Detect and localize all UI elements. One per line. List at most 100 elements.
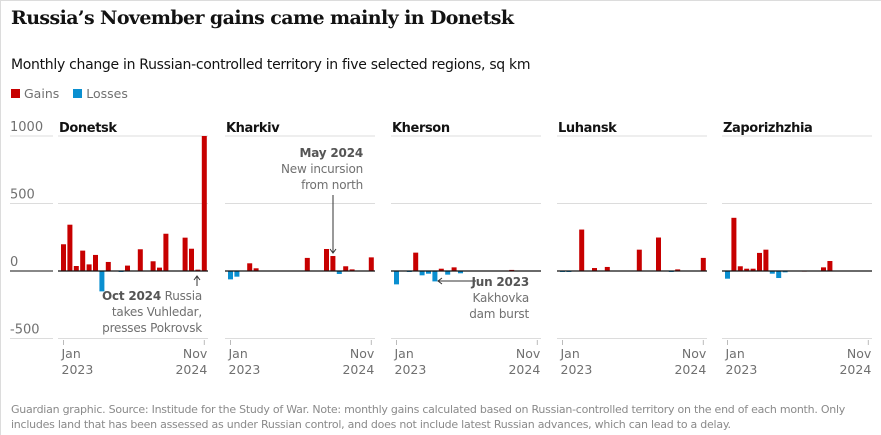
x-tick-label-month-zaporizhzhia: Jan — [725, 346, 745, 361]
frame-left-border — [0, 0, 1, 435]
legend-label-gains: Gains — [24, 86, 60, 101]
y-tick-label: -500 — [10, 323, 40, 338]
bar-kherson-may-2023 — [419, 271, 425, 276]
x-tick-label-year-zaporizhzhia: 2023 — [726, 362, 758, 377]
bar-zaporizhzhia-apr-2024 — [821, 267, 826, 271]
panel-title-zaporizhzhia: Zaporizhzhia — [723, 121, 812, 136]
x-tick-label-year-luhansk: 2023 — [561, 362, 593, 377]
bar-donetsk-jan-2024 — [137, 249, 143, 271]
annotation-kharkiv-line2: from north — [301, 178, 363, 192]
bar-donetsk-mar-2023 — [73, 266, 79, 271]
annotation-donetsk-line3: presses Pokrovsk — [102, 321, 202, 335]
x-tick-label-year-kherson: 2023 — [395, 362, 427, 377]
bar-kherson-sep-2023 — [445, 271, 451, 275]
legend-item-gains: Gains — [11, 86, 59, 101]
x-tick-label-month-kharkiv: Jan — [228, 346, 248, 361]
bar-donetsk-may-2024 — [163, 233, 169, 271]
bar-zaporizhzhia-may-2023 — [750, 268, 756, 271]
annotation-kherson-line2: dam burst — [469, 307, 529, 321]
bar-kharkiv-may-2024 — [330, 256, 336, 271]
panel-title-luhansk: Luhansk — [558, 121, 617, 136]
bar-donetsk-aug-2023 — [105, 261, 111, 271]
bar-kharkiv-jan-2024 — [304, 257, 310, 271]
bar-kherson-jan-2023 — [394, 271, 399, 285]
y-tick-label: 0 — [10, 255, 18, 270]
bar-kharkiv-apr-2023 — [247, 263, 253, 271]
bar-zaporizhzhia-mar-2023 — [737, 266, 743, 271]
bar-zaporizhzhia-jan-2023 — [725, 271, 730, 279]
annotation-arrowhead-kherson — [437, 277, 443, 285]
bar-kherson-aug-2023 — [438, 268, 444, 271]
annotation-donetsk-text: Russia — [164, 289, 203, 303]
frame-top-border — [0, 0, 881, 1]
annotation-kharkiv: May 2024 New incursion from north — [243, 145, 363, 193]
bar-zaporizhzhia-oct-2023 — [782, 271, 788, 273]
x-tick-label-year-luhansk: 2024 — [674, 362, 706, 377]
bar-zaporizhzhia-may-2024 — [827, 261, 833, 271]
annotation-arrowhead-donetsk — [193, 275, 201, 281]
bar-zaporizhzhia-jun-2023 — [757, 252, 762, 271]
bar-luhansk-jul-2024 — [675, 269, 681, 271]
annotation-kherson-text: Kakhovka — [472, 291, 529, 305]
bar-kharkiv-jan-2023 — [228, 271, 233, 280]
x-tick-label-month-donetsk: Nov — [183, 346, 208, 361]
bar-kharkiv-nov-2024 — [368, 257, 374, 271]
bar-kherson-jun-2023 — [426, 271, 431, 274]
annotation-arrowhead-kharkiv — [329, 248, 337, 254]
annotation-kharkiv-date: May 2024 — [299, 146, 364, 160]
bar-zaporizhzhia-jul-2023 — [763, 249, 769, 271]
x-tick-label-month-zaporizhzhia: Nov — [847, 346, 872, 361]
panel-title-kharkiv: Kharkiv — [226, 121, 280, 136]
x-tick-label-month-luhansk: Nov — [682, 346, 707, 361]
bar-kharkiv-aug-2024 — [349, 269, 355, 271]
bar-luhansk-apr-2023 — [579, 229, 585, 271]
bar-zaporizhzhia-feb-2023 — [731, 217, 737, 271]
bar-donetsk-apr-2024 — [157, 267, 162, 271]
x-tick-label-year-donetsk: 2023 — [62, 362, 94, 377]
bar-zaporizhzhia-aug-2023 — [769, 271, 775, 274]
bar-kherson-nov-2023 — [458, 271, 463, 274]
panel-title-kherson: Kherson — [392, 121, 450, 136]
x-tick-label-month-luhansk: Jan — [560, 346, 580, 361]
x-tick-label-year-zaporizhzhia: 2024 — [839, 362, 871, 377]
bar-luhansk-nov-2024 — [700, 257, 706, 271]
x-tick-label-month-kherson: Nov — [516, 346, 541, 361]
x-tick-label-month-kharkiv: Nov — [350, 346, 375, 361]
chart-subtitle: Monthly change in Russian-controlled ter… — [11, 57, 531, 73]
bar-kherson-apr-2023 — [413, 252, 419, 271]
legend: Gains Losses — [11, 86, 128, 101]
bar-kharkiv-jun-2024 — [336, 271, 342, 274]
x-tick-label-year-kharkiv: 2024 — [342, 362, 374, 377]
bar-donetsk-sep-2024 — [189, 248, 194, 271]
bar-donetsk-aug-2024 — [182, 237, 188, 271]
panel-title-donetsk: Donetsk — [59, 121, 117, 136]
bar-kherson-jul-2023 — [432, 271, 438, 282]
bar-donetsk-jul-2023 — [99, 271, 105, 292]
bar-zaporizhzhia-sep-2023 — [776, 271, 782, 279]
bar-kherson-oct-2023 — [451, 267, 457, 271]
annotation-donetsk-date: Oct 2024 — [101, 289, 161, 303]
bar-donetsk-apr-2023 — [80, 250, 86, 271]
bar-donetsk-mar-2024 — [150, 261, 156, 271]
bar-donetsk-jun-2023 — [93, 254, 98, 271]
bar-zaporizhzhia-apr-2023 — [744, 268, 750, 271]
x-tick-label-year-kharkiv: 2023 — [229, 362, 261, 377]
annotation-kherson: Jun 2023 Kakhovka dam burst — [430, 274, 529, 322]
x-tick-label-month-kherson: Jan — [394, 346, 414, 361]
bar-kharkiv-may-2023 — [253, 268, 259, 271]
y-tick-label: 500 — [10, 188, 35, 203]
footnote: Guardian graphic. Source: Institude for … — [11, 403, 846, 431]
small-multiples-chart: 10005000-500DonetskJan2023Nov2024Kharkiv… — [10, 120, 872, 377]
chart-title: Russia’s November gains came mainly in D… — [11, 7, 514, 29]
legend-label-losses: Losses — [86, 86, 128, 101]
bar-luhansk-jan-2024 — [636, 249, 642, 271]
bar-donetsk-feb-2023 — [67, 224, 73, 271]
x-tick-label-month-donetsk: Jan — [61, 346, 81, 361]
bar-luhansk-aug-2023 — [604, 266, 610, 271]
gains-swatch — [11, 89, 20, 98]
annotation-kherson-date: Jun 2023 — [471, 275, 529, 289]
bar-donetsk-nov-2023 — [125, 265, 130, 271]
losses-swatch — [73, 89, 83, 98]
bar-kharkiv-apr-2024 — [324, 248, 329, 271]
annotation-donetsk-line2: takes Vuhledar, — [111, 305, 202, 319]
